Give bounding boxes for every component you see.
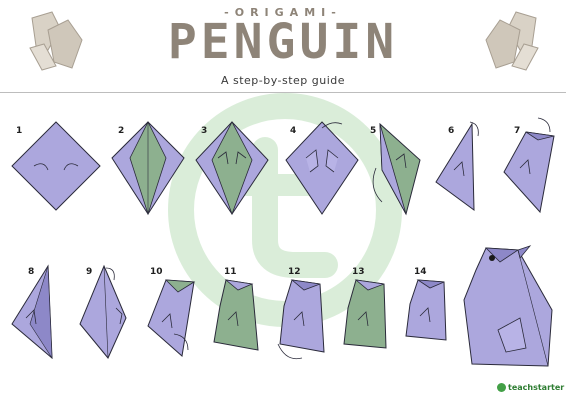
origami-penguin-decoration-left-icon [29, 11, 83, 71]
step-number-1: 1 [16, 126, 23, 136]
step-4-illustration [285, 121, 359, 215]
step-number-4: 4 [290, 126, 297, 136]
step-6-illustration [435, 121, 479, 212]
step-9-illustration [79, 264, 127, 359]
step-7-illustration [503, 117, 555, 214]
step-number-9: 9 [86, 267, 93, 277]
step-number-5: 5 [370, 126, 377, 136]
origami-penguin-decoration-right-icon [485, 11, 539, 71]
page-title: PENGUIN [167, 14, 399, 70]
page-subtitle: A step-by-step guide [220, 74, 346, 87]
step-number-14: 14 [414, 267, 427, 277]
step-number-11: 11 [224, 267, 237, 277]
header-divider [0, 92, 566, 93]
step-number-13: 13 [352, 267, 365, 277]
step-number-3: 3 [201, 126, 208, 136]
step-number-8: 8 [28, 267, 35, 277]
header-kicker: -ORIGAMI- [224, 6, 342, 19]
step-number-10: 10 [150, 267, 163, 277]
step-number-2: 2 [118, 126, 125, 136]
step-14-illustration [405, 279, 447, 341]
step-10-illustration [147, 279, 196, 357]
teachstarter-logo-icon [497, 383, 506, 392]
step-13-illustration [343, 279, 387, 349]
step-3-illustration [195, 121, 269, 216]
step-number-12: 12 [288, 267, 301, 277]
finished-penguin-illustration [463, 245, 553, 367]
step-11-illustration [213, 279, 259, 351]
step-number-7: 7 [514, 126, 521, 136]
step-12-illustration [277, 279, 325, 360]
step-5-illustration [372, 122, 421, 216]
step-2-illustration [111, 121, 185, 216]
step-8-illustration [11, 264, 53, 360]
brand-label: teachstarter [508, 383, 565, 392]
step-number-6: 6 [448, 126, 455, 136]
step-1-illustration [11, 121, 101, 211]
